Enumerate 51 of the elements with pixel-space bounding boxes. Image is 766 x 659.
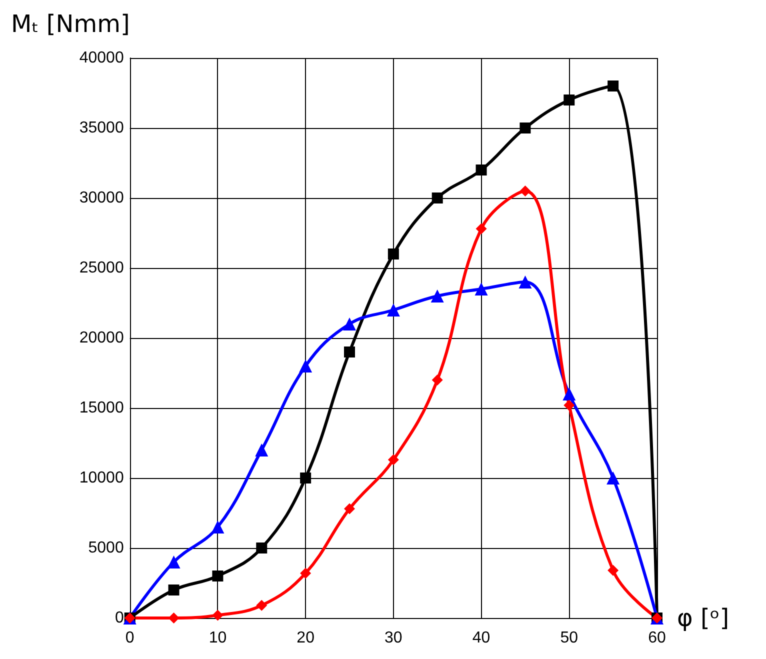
y-tick-label: 30000 [79,190,124,206]
point [476,164,487,176]
point [608,80,619,92]
y-tick-label: 15000 [79,400,124,416]
point [518,276,532,288]
x-axis-title: φ [ᵒ] [677,604,730,632]
point [255,444,268,456]
point [388,454,399,466]
point [564,400,575,411]
point [212,570,224,582]
point [386,304,400,316]
y-axis-title: Mₜ [Nmm] [10,10,130,38]
point [167,556,180,568]
point [299,360,312,372]
x-tick-label: 50 [560,630,578,646]
point [256,542,268,554]
point [300,472,312,484]
point [474,282,488,296]
point [430,290,444,302]
point [212,610,224,621]
point [256,600,268,611]
x-tick-label: 20 [296,630,315,646]
point [168,584,180,596]
x-tick-label: 60 [648,630,666,646]
y-tick-label: 10000 [79,470,124,486]
point [476,223,487,234]
point [432,192,443,204]
point [342,318,356,330]
point [608,564,619,576]
point [388,248,399,260]
point [168,612,180,624]
y-tick-label: 0 [114,610,124,626]
x-tick-label: 0 [125,630,134,646]
point [211,520,224,534]
y-tick-label: 35000 [79,120,124,136]
y-tick-label: 5000 [88,540,124,556]
point [520,186,531,196]
point [606,472,620,484]
point [300,568,312,579]
x-tick-label: 10 [208,630,227,646]
x-tick-label: 30 [384,630,402,646]
y-tick-label: 40000 [79,50,124,66]
point [520,122,531,134]
point [562,388,576,400]
point [344,346,355,358]
y-tick-label: 20000 [79,330,124,346]
point [344,503,355,514]
point [432,374,443,386]
y-tick-label: 25000 [79,260,124,276]
point [564,94,575,106]
x-tick-label: 40 [472,630,490,646]
